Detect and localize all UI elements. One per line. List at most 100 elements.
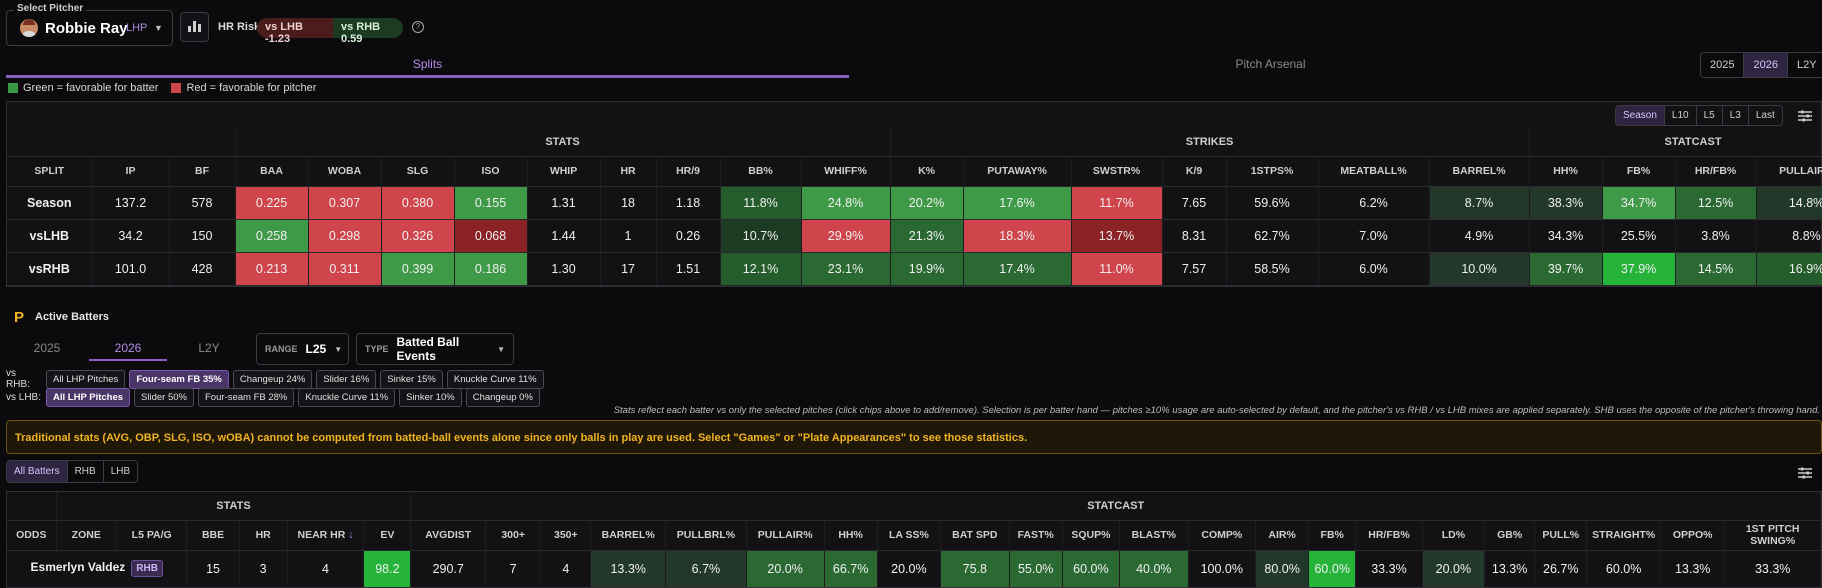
time-option-l10[interactable]: L10 <box>1665 106 1697 125</box>
time-option-l3[interactable]: L3 <box>1723 106 1749 125</box>
batters-col-fb[interactable]: FB% <box>1308 520 1357 551</box>
splits-col-iso[interactable]: ISO <box>454 156 528 187</box>
batters-col-near-hr[interactable]: NEAR HR ↓ <box>287 520 365 551</box>
time-option-last[interactable]: Last <box>1755 110 1775 121</box>
bar-chart-icon <box>188 26 191 32</box>
batters-col-odds[interactable]: ODDS <box>7 520 57 551</box>
batters-col-350[interactable]: 350+ <box>540 520 592 551</box>
sliders-icon[interactable] <box>1798 109 1812 127</box>
batters-col-bat-spd[interactable]: BAT SPD <box>940 520 1010 551</box>
type-dropdown[interactable]: TYPE Batted Ball Events ▼ <box>356 333 514 365</box>
batters-col-avgdist[interactable]: AVGDIST <box>410 520 487 551</box>
split-cell: 4.9% <box>1429 219 1530 253</box>
batter-name-cell[interactable]: Esmerlyn Valdez RHB <box>7 550 188 587</box>
splits-col-hr-fb[interactable]: HR/FB% <box>1675 156 1757 187</box>
batter-filter-all-batters[interactable]: All Batters <box>7 461 68 482</box>
batters-col-straight[interactable]: STRAIGHT% <box>1586 520 1661 551</box>
splits-col-hr[interactable]: HR <box>600 156 657 187</box>
batter-filter-rhb[interactable]: RHB <box>68 461 104 482</box>
tab-pitch-arsenal[interactable]: Pitch Arsenal <box>1235 57 1306 71</box>
batters-col-bbe[interactable]: BBE <box>186 520 240 551</box>
rhb-chip-slider-16[interactable]: Slider 16% <box>316 369 377 389</box>
splits-col-1stps[interactable]: 1STPS% <box>1226 156 1319 187</box>
splits-col-hr-9[interactable]: HR/9 <box>656 156 721 187</box>
batter-name[interactable]: Esmerlyn Valdez <box>30 560 126 575</box>
time-option-season[interactable]: Season <box>1616 106 1665 125</box>
batters-col-fast[interactable]: FAST% <box>1009 520 1063 551</box>
splits-col-baa[interactable]: BAA <box>235 156 309 187</box>
splits-group-stats: STATS <box>235 128 891 157</box>
splits-col-k[interactable]: K% <box>890 156 964 187</box>
batters-col-pull[interactable]: PULL% <box>1534 520 1588 551</box>
splits-col-barrel[interactable]: BARREL% <box>1429 156 1530 187</box>
sort-desc-icon[interactable]: ↓ <box>345 529 354 541</box>
batters-col-l5-pa-g[interactable]: L5 PA/G <box>116 520 188 551</box>
year-option-l2y[interactable]: L2Y <box>1796 59 1817 71</box>
batters-col-air[interactable]: AIR% <box>1255 520 1310 551</box>
batters-col-hr[interactable]: HR <box>239 520 288 551</box>
rhb-chip-all-lhp-pitches[interactable]: All LHP Pitches <box>46 369 126 389</box>
bar-chart-button[interactable] <box>180 12 209 42</box>
lhb-chip-changeup-0[interactable]: Changeup 0% <box>465 388 540 407</box>
range-dropdown[interactable]: RANGE L25 ▼ <box>256 333 349 365</box>
batters-col-ld[interactable]: LD% <box>1422 520 1486 551</box>
year-option-2026[interactable]: 2026 <box>1744 53 1788 77</box>
batters-col-hh[interactable]: HH% <box>824 520 878 551</box>
batter-cell: 26.7% <box>1534 550 1588 587</box>
rhb-chip-sinker-15[interactable]: Sinker 15% <box>380 369 443 389</box>
batters-col-1st-pitch-swing[interactable]: 1ST PITCH SWING% <box>1724 520 1821 551</box>
splits-col-pullair[interactable]: PULLAIR% <box>1756 156 1822 187</box>
batters-col-300[interactable]: 300+ <box>485 520 542 551</box>
splits-col-putaway[interactable]: PUTAWAY% <box>963 156 1072 187</box>
batters-col-pullair[interactable]: PULLAIR% <box>746 520 825 551</box>
help-icon[interactable]: ? <box>412 21 424 33</box>
splits-col-woba[interactable]: WOBA <box>308 156 382 187</box>
pitcher-name[interactable]: Robbie Ray <box>45 20 128 37</box>
batters-col-hr-fb[interactable]: HR/FB% <box>1355 520 1423 551</box>
lhb-chip-all-lhp-pitches[interactable]: All LHP Pitches <box>46 388 131 407</box>
batter-year-tab-2025[interactable]: 2025 <box>33 341 61 355</box>
pitcher-select[interactable] <box>6 10 173 46</box>
lhb-chip-four-seam-fb-28[interactable]: Four-seam FB 28% <box>198 388 295 407</box>
splits-col-split[interactable]: SPLIT <box>7 156 93 187</box>
lhb-chip-knuckle-curve-11[interactable]: Knuckle Curve 11% <box>298 388 396 407</box>
batters-col-barrel[interactable]: BARREL% <box>590 520 667 551</box>
batters-col-gb[interactable]: GB% <box>1484 520 1536 551</box>
splits-col-meatball[interactable]: MEATBALL% <box>1318 156 1430 187</box>
lhb-chip-sinker-10[interactable]: Sinker 10% <box>399 388 462 407</box>
rhb-chip-knuckle-curve-11[interactable]: Knuckle Curve 11% <box>446 369 544 389</box>
batters-col-comp[interactable]: COMP% <box>1188 520 1257 551</box>
split-cell: 37.9% <box>1602 252 1676 286</box>
lhb-chip-slider-50[interactable]: Slider 50% <box>134 388 194 407</box>
splits-col-whiff[interactable]: WHIFF% <box>801 156 891 187</box>
batters-col-zone[interactable]: ZONE <box>56 520 117 551</box>
batter-year-tab-2026[interactable]: 2026 <box>89 335 167 361</box>
splits-col-whip[interactable]: WHIP <box>527 156 601 187</box>
batter-filter-lhb[interactable]: LHB <box>110 466 131 477</box>
batter-year-tab-l2y[interactable]: L2Y <box>198 341 220 355</box>
splits-col-hh[interactable]: HH% <box>1529 156 1603 187</box>
type-value: Batted Ball Events <box>396 335 460 363</box>
tab-splits[interactable]: Splits <box>6 50 849 78</box>
batters-col-oppo[interactable]: OPPO% <box>1660 520 1726 551</box>
batters-col-blast[interactable]: BLAST% <box>1119 520 1189 551</box>
splits-col-swstr[interactable]: SWSTR% <box>1071 156 1163 187</box>
batters-col-la-ss[interactable]: LA SS% <box>877 520 942 551</box>
batters-col-squp[interactable]: SQUP% <box>1062 520 1121 551</box>
splits-col-k-9[interactable]: K/9 <box>1162 156 1227 187</box>
batters-col-ev[interactable]: EV <box>363 520 412 551</box>
splits-col-bf[interactable]: BF <box>169 156 236 187</box>
splits-col-bb[interactable]: BB% <box>720 156 802 187</box>
chevron-down-icon[interactable]: ▼ <box>154 23 163 33</box>
rhb-chip-changeup-24[interactable]: Changeup 24% <box>232 369 313 389</box>
splits-col-slg[interactable]: SLG <box>381 156 455 187</box>
time-option-l5[interactable]: L5 <box>1697 106 1723 125</box>
batter-hand-filter: All Batters RHB LHB <box>6 460 139 483</box>
sliders-icon[interactable] <box>1798 466 1812 484</box>
table-row[interactable]: Esmerlyn Valdez RHB 15 3 4 98.2 290.7 7 4 13.3% 6.… <box>7 550 1821 587</box>
year-option-2025[interactable]: 2025 <box>1701 53 1745 77</box>
batters-col-pullbrl[interactable]: PULLBRL% <box>665 520 747 551</box>
rhb-chip-four-seam-fb-35[interactable]: Four-seam FB 35% <box>129 369 229 389</box>
splits-col-ip[interactable]: IP <box>92 156 170 187</box>
splits-col-fb[interactable]: FB% <box>1602 156 1676 187</box>
